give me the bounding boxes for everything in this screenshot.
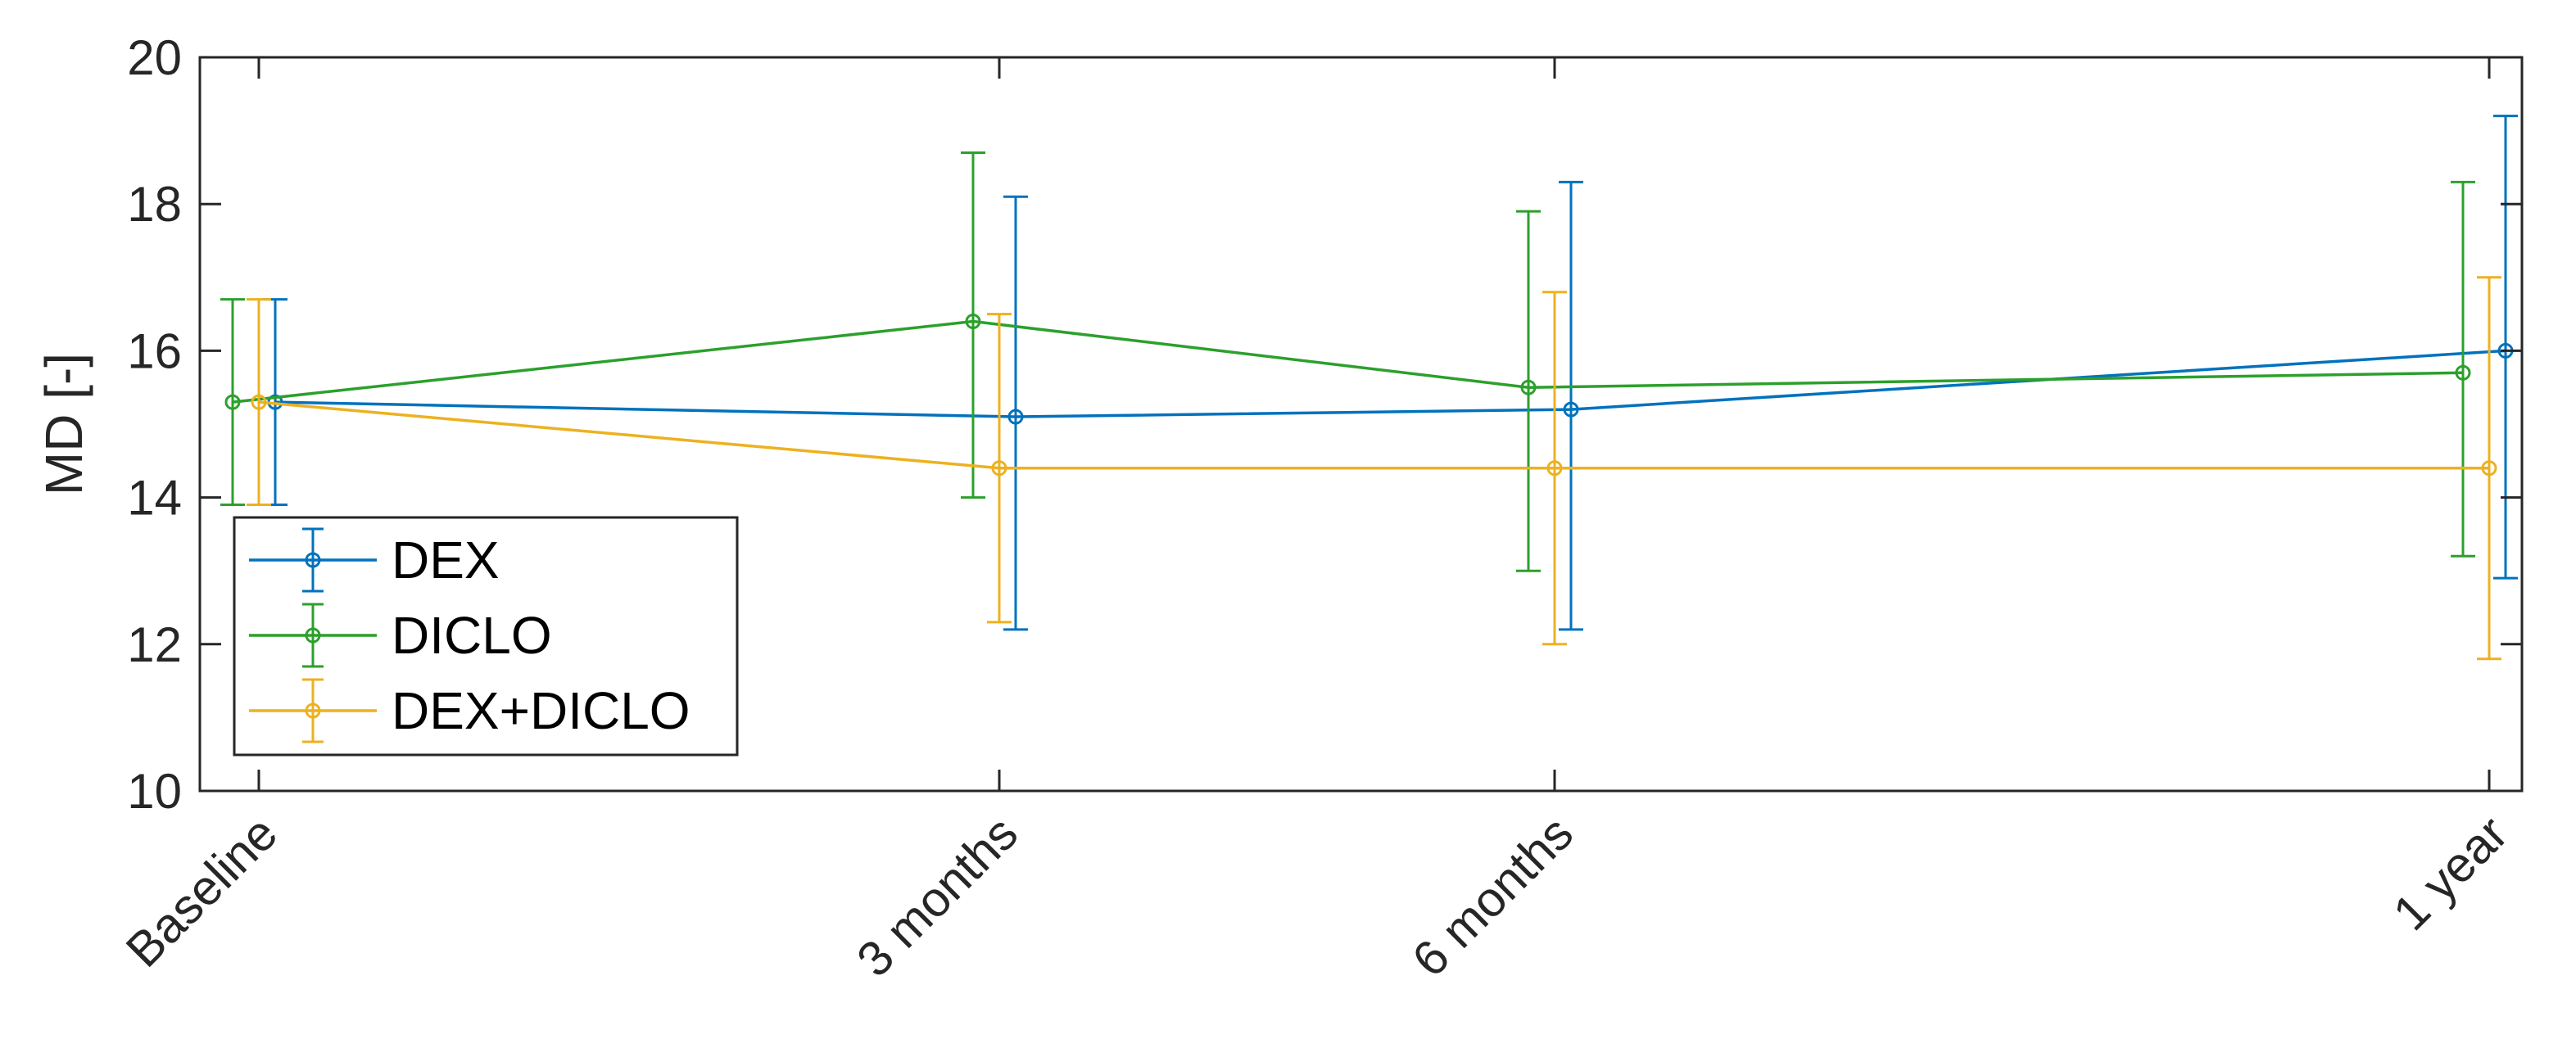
- y-ticks: 10 12 14 16 18 20: [127, 30, 2522, 819]
- y-axis-label: MD [-]: [34, 353, 93, 495]
- data-point: [1546, 460, 1563, 477]
- legend-label: DEX+DICLO: [392, 681, 690, 740]
- x-tick-label: 6 months: [1401, 806, 1583, 987]
- data-point: [2455, 364, 2471, 381]
- legend-label: DICLO: [392, 606, 552, 665]
- y-tick-label: 12: [127, 617, 182, 672]
- legend-marker: [305, 552, 321, 568]
- data-point: [1563, 401, 1579, 418]
- y-tick-label: 14: [127, 471, 182, 526]
- series-line: [258, 400, 2489, 470]
- y-tick-label: 20: [127, 30, 182, 85]
- legend-entry: DEX+DICLO: [249, 678, 690, 743]
- data-point: [224, 394, 241, 410]
- data-point: [965, 314, 981, 330]
- series-dex-diclo: [247, 276, 2501, 661]
- x-tick-label: 1 year: [2383, 806, 2518, 941]
- y-tick-label: 16: [127, 323, 182, 378]
- legend-label: DEX: [392, 531, 500, 590]
- legend-entry: DEX: [249, 527, 500, 593]
- data-point: [991, 460, 1007, 477]
- data-point: [1007, 409, 1024, 425]
- series-diclo: [220, 151, 2475, 572]
- x-tick-label: Baseline: [115, 806, 287, 978]
- data-point: [1520, 379, 1537, 395]
- x-tick-label: 3 months: [846, 806, 1028, 987]
- data-point: [251, 394, 267, 410]
- legend-entry: DICLO: [249, 603, 552, 668]
- legend: DEX DICLO DEX+DICLO: [233, 516, 739, 757]
- legend-marker: [305, 702, 321, 719]
- y-tick-label: 18: [127, 177, 182, 232]
- axes-layer: [198, 56, 2524, 793]
- y-tick-label: 10: [127, 764, 182, 819]
- series-layer: [220, 115, 2518, 661]
- legend-marker: [305, 627, 321, 644]
- plot-box: [198, 56, 2524, 793]
- series-line: [232, 319, 2464, 404]
- data-point: [2481, 460, 2497, 477]
